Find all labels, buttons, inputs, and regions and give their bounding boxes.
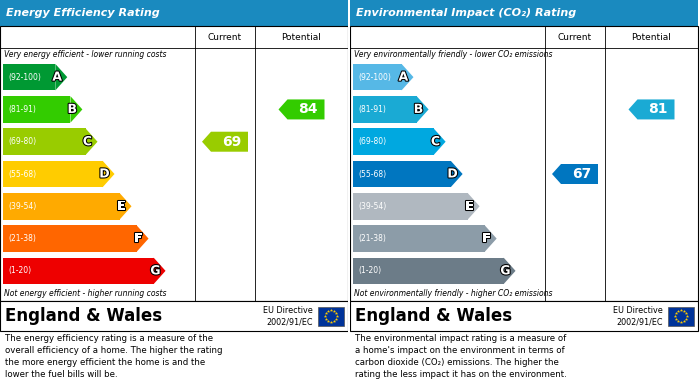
Text: E: E	[117, 200, 125, 213]
Polygon shape	[503, 258, 515, 284]
Bar	[3, 96, 71, 123]
Text: England & Wales: England & Wales	[5, 307, 162, 325]
Text: Energy Efficiency Rating: Energy Efficiency Rating	[6, 8, 160, 18]
Bar	[353, 96, 416, 123]
Text: (39-54): (39-54)	[358, 202, 386, 211]
Bar	[353, 161, 451, 187]
Text: A: A	[52, 71, 62, 84]
Bar	[0, 0, 348, 26]
Text: D: D	[99, 167, 109, 181]
Text: Not environmentally friendly - higher CO₂ emissions: Not environmentally friendly - higher CO…	[354, 289, 552, 298]
Text: E: E	[466, 200, 474, 213]
Text: F: F	[482, 232, 491, 245]
Text: (81-91): (81-91)	[358, 105, 386, 114]
Polygon shape	[629, 99, 675, 119]
Text: C: C	[431, 135, 440, 148]
Polygon shape	[120, 193, 132, 219]
Polygon shape	[484, 225, 496, 252]
Text: Very environmentally friendly - lower CO₂ emissions: Very environmentally friendly - lower CO…	[354, 50, 552, 59]
Text: 69: 69	[222, 135, 241, 149]
Text: A: A	[398, 71, 408, 84]
Text: EU Directive
2002/91/EC: EU Directive 2002/91/EC	[263, 306, 313, 326]
Text: G: G	[500, 264, 510, 277]
Bar	[348, 0, 350, 391]
Polygon shape	[85, 129, 97, 155]
Bar	[350, 301, 698, 331]
Bar	[3, 161, 103, 187]
Polygon shape	[552, 164, 598, 184]
Polygon shape	[103, 161, 115, 187]
Bar	[668, 307, 694, 325]
Bar	[350, 0, 698, 26]
Polygon shape	[468, 193, 480, 219]
Polygon shape	[279, 99, 325, 119]
Text: (92-100): (92-100)	[358, 73, 391, 82]
Text: 84: 84	[298, 102, 318, 117]
Bar	[3, 193, 120, 219]
Polygon shape	[202, 132, 248, 152]
Bar	[0, 26, 348, 301]
Text: (81-91): (81-91)	[8, 105, 36, 114]
Bar	[353, 193, 468, 219]
Text: D: D	[447, 167, 458, 181]
Bar	[353, 258, 503, 284]
Polygon shape	[416, 96, 428, 123]
Bar	[353, 225, 484, 252]
Text: The energy efficiency rating is a measure of the
overall efficiency of a home. T: The energy efficiency rating is a measur…	[5, 334, 223, 379]
Text: England & Wales: England & Wales	[355, 307, 512, 325]
Text: (1-20): (1-20)	[8, 266, 31, 275]
Polygon shape	[136, 225, 148, 252]
Text: Very energy efficient - lower running costs: Very energy efficient - lower running co…	[4, 50, 167, 59]
Polygon shape	[402, 64, 414, 90]
Bar	[318, 307, 344, 325]
Text: F: F	[134, 232, 143, 245]
Text: G: G	[150, 264, 160, 277]
Text: (1-20): (1-20)	[358, 266, 381, 275]
Bar	[350, 26, 698, 301]
Text: Current: Current	[208, 32, 242, 41]
Text: (21-38): (21-38)	[358, 234, 386, 243]
Text: B: B	[67, 103, 77, 116]
Text: The environmental impact rating is a measure of
a home's impact on the environme: The environmental impact rating is a mea…	[355, 334, 567, 379]
Text: EU Directive
2002/91/EC: EU Directive 2002/91/EC	[613, 306, 663, 326]
Text: B: B	[414, 103, 424, 116]
Bar	[3, 64, 55, 90]
Text: Not energy efficient - higher running costs: Not energy efficient - higher running co…	[4, 289, 167, 298]
Bar	[353, 64, 402, 90]
Bar	[0, 301, 348, 331]
Text: (55-68): (55-68)	[358, 170, 386, 179]
Bar	[3, 225, 136, 252]
Text: 81: 81	[648, 102, 668, 117]
Text: Current: Current	[558, 32, 592, 41]
Text: (69-80): (69-80)	[8, 137, 36, 146]
Text: (69-80): (69-80)	[358, 137, 386, 146]
Text: C: C	[83, 135, 92, 148]
Bar	[3, 258, 153, 284]
Bar	[353, 129, 434, 155]
Text: 67: 67	[572, 167, 591, 181]
Bar	[3, 129, 85, 155]
Polygon shape	[451, 161, 463, 187]
Polygon shape	[153, 258, 165, 284]
Text: Environmental Impact (CO₂) Rating: Environmental Impact (CO₂) Rating	[356, 8, 576, 18]
Text: Potential: Potential	[281, 32, 321, 41]
Polygon shape	[71, 96, 83, 123]
Text: (21-38): (21-38)	[8, 234, 36, 243]
Polygon shape	[55, 64, 67, 90]
Text: (55-68): (55-68)	[8, 170, 36, 179]
Text: (92-100): (92-100)	[8, 73, 41, 82]
Text: Potential: Potential	[631, 32, 671, 41]
Text: (39-54): (39-54)	[8, 202, 36, 211]
Polygon shape	[434, 129, 446, 155]
